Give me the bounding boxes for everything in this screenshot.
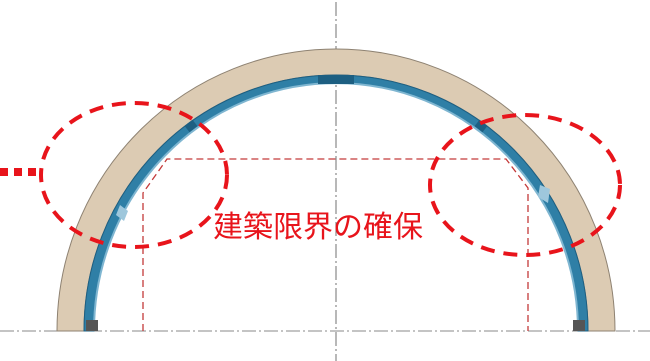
segment-joint-right [474,119,488,133]
segment-joint-left [184,119,198,133]
construction-clearance-outline [142,158,529,331]
footing-left [86,320,98,331]
callout-ellipse-right [428,113,622,257]
callout-leader-dot-1 [0,168,8,176]
inner-notch-right [538,185,550,203]
crown-joint [318,75,354,84]
callout-leader-dot-3 [28,168,36,176]
inner-notch-left [116,205,128,221]
footing-right [573,320,585,331]
callout-ellipse-left [39,101,229,249]
callout-leader-dot-2 [14,168,22,176]
clearance-annotation-label: 建築限界の確保 [213,210,423,245]
